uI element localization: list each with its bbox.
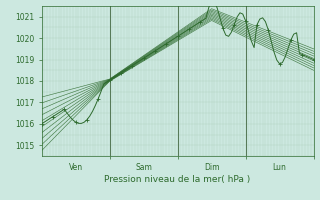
Text: Lun: Lun — [273, 164, 286, 172]
Text: Sam: Sam — [135, 164, 152, 172]
X-axis label: Pression niveau de la mer( hPa ): Pression niveau de la mer( hPa ) — [104, 175, 251, 184]
Text: Dim: Dim — [204, 164, 219, 172]
Text: Ven: Ven — [68, 164, 83, 172]
